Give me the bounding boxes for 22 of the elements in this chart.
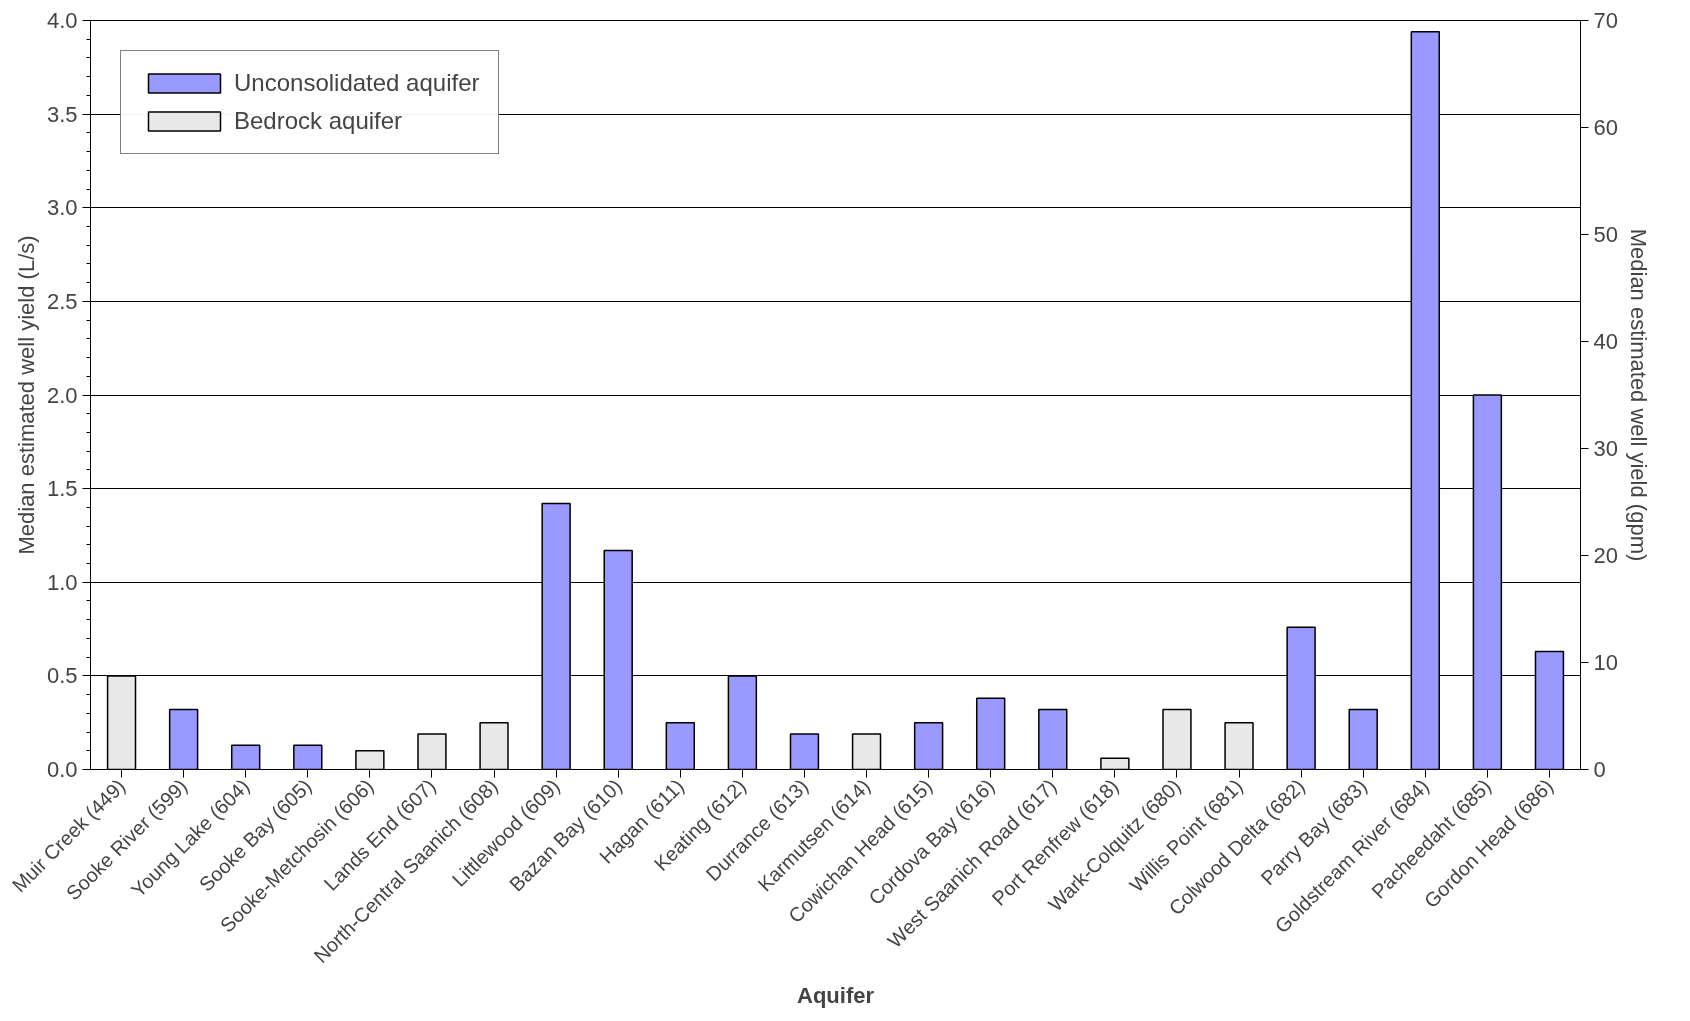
y2-tick-label: 60 <box>1593 115 1618 140</box>
y-tick-label: 2.0 <box>46 382 78 408</box>
y2-tick-label: 30 <box>1593 436 1618 461</box>
y2-tick-label: 50 <box>1593 222 1618 247</box>
x-axis-title: Aquifer <box>797 982 875 1008</box>
y-tick-label: 3.0 <box>46 195 78 221</box>
y2-tick-label: 40 <box>1593 329 1618 354</box>
legend-label: Bedrock aquifer <box>234 107 403 135</box>
y-tick-label: 3.5 <box>46 101 78 127</box>
y-tick-label: 0.5 <box>46 663 78 689</box>
y-tick-label: 0.0 <box>46 757 78 782</box>
y2-tick-label: 0 <box>1593 757 1606 782</box>
y2-tick-label: 10 <box>1593 650 1618 675</box>
y-axis-title: Median estimated well yield (L/s) <box>13 235 39 555</box>
y2-axis-title: Median estimated well yield (gpm) <box>1625 228 1651 562</box>
y-tick-label: 1.0 <box>46 569 78 595</box>
y-tick-label: 2.5 <box>46 288 78 314</box>
y-tick-label: 1.5 <box>46 476 78 502</box>
y2-tick-label: 20 <box>1593 543 1618 568</box>
y-tick-label: 4.0 <box>46 8 78 33</box>
legend-label: Unconsolidated aquifer <box>234 69 480 97</box>
y2-tick-label: 70 <box>1593 8 1618 33</box>
